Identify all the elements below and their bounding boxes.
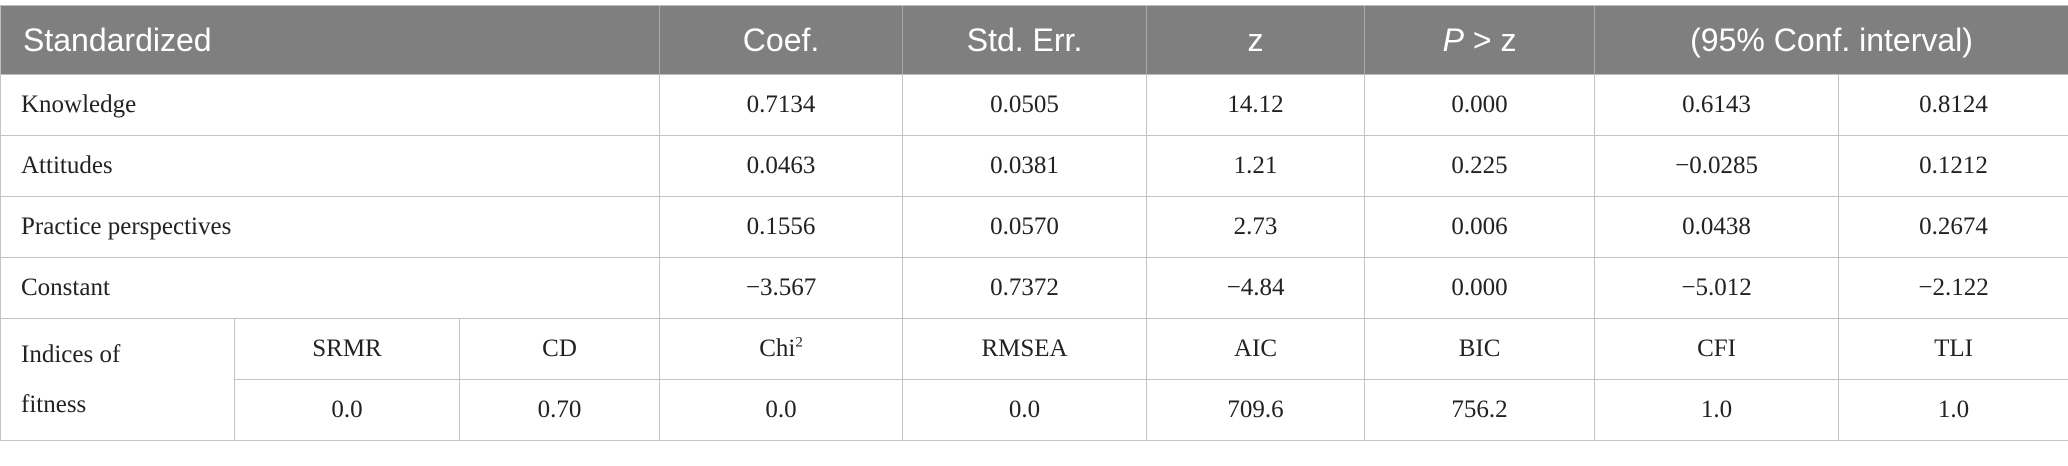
fit-name-srmr: SRMR	[235, 319, 460, 380]
row-label: Attitudes	[1, 136, 660, 197]
fit-name-aic: AIC	[1147, 319, 1365, 380]
fit-name-cfi: CFI	[1595, 319, 1839, 380]
fit-name-bic: BIC	[1365, 319, 1595, 380]
fitness-label-line1: Indices of	[21, 341, 120, 368]
fit-name-chi: Chi	[759, 335, 795, 362]
cell-p: 0.000	[1365, 258, 1595, 319]
fit-value-chi2: 0.0	[660, 380, 903, 441]
cell-p: 0.006	[1365, 197, 1595, 258]
cell-ci-low: −0.0285	[1595, 136, 1839, 197]
header-p-value: P > z	[1365, 6, 1595, 75]
fit-name-chi-superscript: 2	[795, 335, 803, 351]
cell-coef: 0.0463	[660, 136, 903, 197]
cell-ci-high: 0.2674	[1839, 197, 2068, 258]
cell-ci-high: 0.1212	[1839, 136, 2068, 197]
cell-z: −4.84	[1147, 258, 1365, 319]
table-row: Attitudes 0.0463 0.0381 1.21 0.225 −0.02…	[1, 136, 2068, 197]
cell-std-err: 0.7372	[903, 258, 1147, 319]
header-coef: Coef.	[660, 6, 903, 75]
fit-name-tli: TLI	[1839, 319, 2068, 380]
table-row: Practice perspectives 0.1556 0.0570 2.73…	[1, 197, 2068, 258]
fit-value-rmsea: 0.0	[903, 380, 1147, 441]
cell-coef: −3.567	[660, 258, 903, 319]
header-standardized: Standardized	[1, 6, 660, 75]
cell-z: 1.21	[1147, 136, 1365, 197]
fit-value-tli: 1.0	[1839, 380, 2068, 441]
cell-z: 2.73	[1147, 197, 1365, 258]
fit-value-cfi: 1.0	[1595, 380, 1839, 441]
fitness-label-line2: fitness	[21, 391, 86, 418]
header-std-err: Std. Err.	[903, 6, 1147, 75]
cell-ci-low: 0.0438	[1595, 197, 1839, 258]
fit-name-chi2: Chi2	[660, 319, 903, 380]
table-row: Constant −3.567 0.7372 −4.84 0.000 −5.01…	[1, 258, 2068, 319]
header-z: z	[1147, 6, 1365, 75]
fit-value-cd: 0.70	[460, 380, 660, 441]
cell-std-err: 0.0505	[903, 75, 1147, 136]
cell-p: 0.225	[1365, 136, 1595, 197]
fit-name-rmsea: RMSEA	[903, 319, 1147, 380]
row-label: Knowledge	[1, 75, 660, 136]
fitness-label: Indices of fitness	[1, 319, 235, 441]
cell-ci-high: −2.122	[1839, 258, 2068, 319]
header-p-rest: > z	[1464, 22, 1516, 58]
row-label: Practice perspectives	[1, 197, 660, 258]
cell-ci-low: 0.6143	[1595, 75, 1839, 136]
cell-z: 14.12	[1147, 75, 1365, 136]
cell-ci-high: 0.8124	[1839, 75, 2068, 136]
table-row: Knowledge 0.7134 0.0505 14.12 0.000 0.61…	[1, 75, 2068, 136]
fit-value-srmr: 0.0	[235, 380, 460, 441]
cell-coef: 0.1556	[660, 197, 903, 258]
cell-coef: 0.7134	[660, 75, 903, 136]
cell-ci-low: −5.012	[1595, 258, 1839, 319]
header-conf-interval: (95% Conf. interval)	[1595, 6, 2068, 75]
cell-p: 0.000	[1365, 75, 1595, 136]
fit-value-aic: 709.6	[1147, 380, 1365, 441]
header-row: Standardized Coef. Std. Err. z P > z (95…	[1, 6, 2068, 75]
cell-std-err: 0.0570	[903, 197, 1147, 258]
cell-std-err: 0.0381	[903, 136, 1147, 197]
fit-name-cd: CD	[460, 319, 660, 380]
fit-value-bic: 756.2	[1365, 380, 1595, 441]
header-p-symbol: P	[1443, 22, 1464, 58]
regression-results-table: Standardized Coef. Std. Err. z P > z (95…	[0, 5, 2068, 441]
fitness-values-row: 0.0 0.70 0.0 0.0 709.6 756.2 1.0 1.0	[1, 380, 2068, 441]
row-label: Constant	[1, 258, 660, 319]
